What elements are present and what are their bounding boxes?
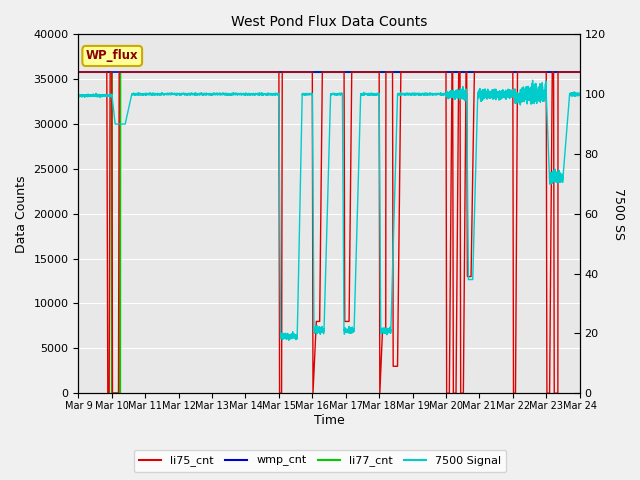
Y-axis label: Data Counts: Data Counts [15, 175, 28, 252]
Y-axis label: 7500 SS: 7500 SS [612, 188, 625, 240]
X-axis label: Time: Time [314, 414, 344, 427]
Text: WP_flux: WP_flux [86, 49, 138, 62]
Title: West Pond Flux Data Counts: West Pond Flux Data Counts [231, 15, 427, 29]
Legend: li75_cnt, wmp_cnt, li77_cnt, 7500 Signal: li75_cnt, wmp_cnt, li77_cnt, 7500 Signal [134, 450, 506, 472]
